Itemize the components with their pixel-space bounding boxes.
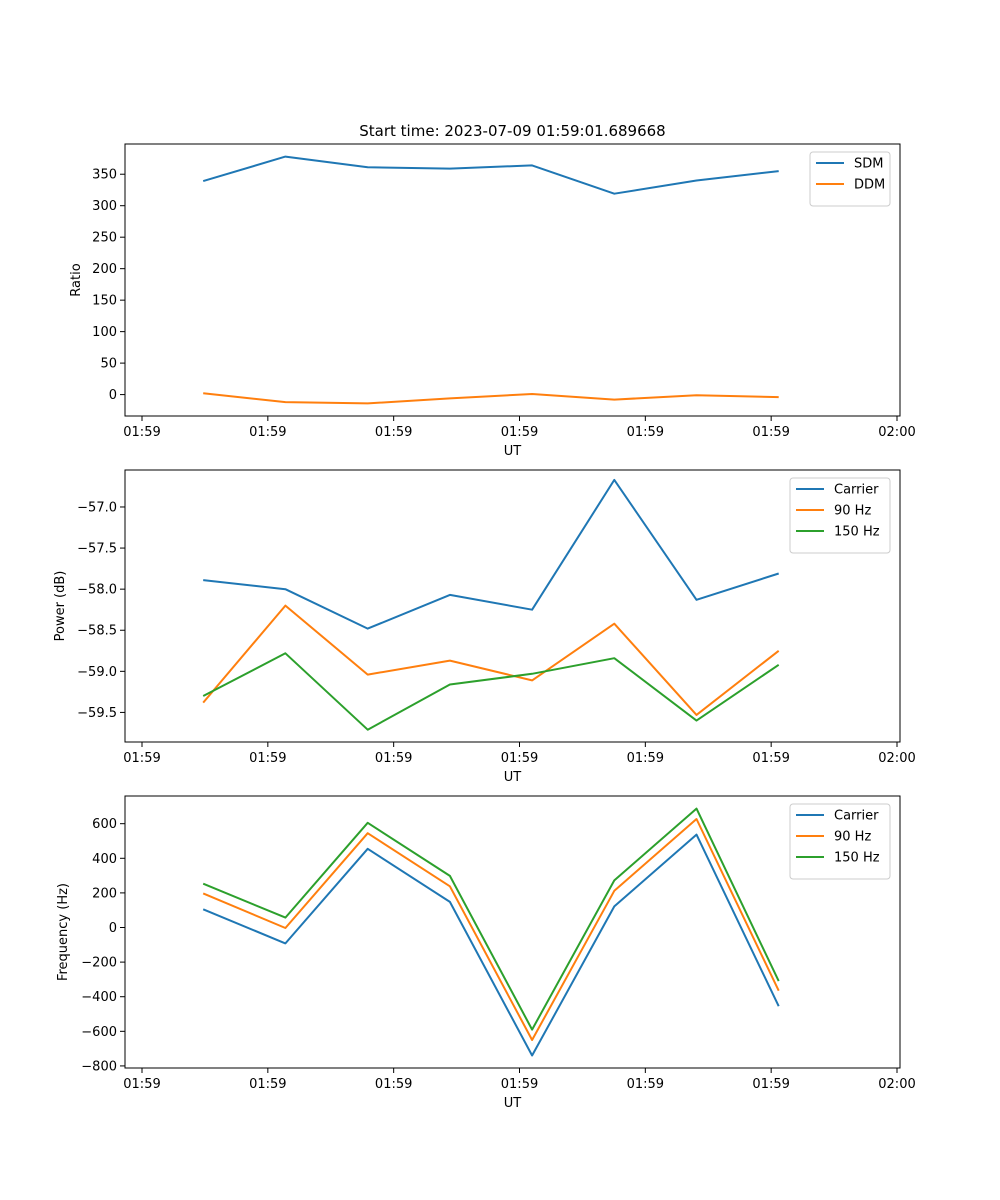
charts-container: 01:59 01:59 01:59 01:59 01:59 01:59 02:00 0 50 10… xyxy=(53,143,916,1111)
frequency-y-tick-label: 200 xyxy=(92,886,117,901)
ratio-legend-label-sdm: SDM xyxy=(854,157,883,172)
frequency-legend-label-150-hz: 150 Hz xyxy=(834,851,880,866)
frequency-x-tick-label: 01:59 xyxy=(375,1077,412,1092)
ratio-y-tick-label: 100 xyxy=(92,325,117,340)
ratio-y-tick-label: 50 xyxy=(100,357,117,372)
chart-frequency: 01:59 01:59 01:59 01:59 01:59 01:59 02:00 −800 −… xyxy=(56,795,916,1111)
figure-title: Start time: 2023-07-09 01:59:01.689668 xyxy=(359,122,665,140)
power-legend-box xyxy=(789,477,891,554)
frequency-y-tick-label: −800 xyxy=(81,1059,117,1074)
ratio-y-tick-label: 250 xyxy=(92,231,117,246)
ratio-y-axis-label: Ratio xyxy=(69,263,84,296)
power-y-tick-label: −59.0 xyxy=(77,665,117,680)
frequency-x-tick-label: 02:00 xyxy=(878,1077,915,1092)
power-legend-label-carrier: Carrier xyxy=(834,483,879,498)
power-series-90-hz-line xyxy=(202,604,780,716)
power-y-tick-label: −58.0 xyxy=(77,583,117,598)
power-y-tick-label: −57.5 xyxy=(77,542,117,557)
frequency-y-tick-label: 0 xyxy=(109,921,117,936)
ratio-axes-frame xyxy=(124,143,901,417)
power-axes-frame xyxy=(124,469,901,743)
ratio-x-tick-label: 01:59 xyxy=(752,425,789,440)
ratio-x-tick-label: 01:59 xyxy=(627,425,664,440)
power-legend-label-150-hz: 150 Hz xyxy=(834,525,880,540)
frequency-y-tick-label: −400 xyxy=(81,990,117,1005)
frequency-axes-frame xyxy=(124,795,901,1069)
ratio-series-ddm-line xyxy=(203,392,779,405)
power-y-axis-label: Power (dB) xyxy=(53,571,68,642)
chart-ratio: 01:59 01:59 01:59 01:59 01:59 01:59 02:00 0 50 10… xyxy=(69,143,916,459)
ratio-y-tick-label: 0 xyxy=(109,388,117,403)
power-y-tick-label: −58.5 xyxy=(77,624,117,639)
frequency-y-axis-label: Frequency (Hz) xyxy=(56,883,71,981)
ratio-x-tick-label: 01:59 xyxy=(123,425,160,440)
frequency-series-90-hz-line xyxy=(202,818,780,1041)
chart-power: 01:59 01:59 01:59 01:59 01:59 01:59 02:00 −59.5… xyxy=(53,469,916,785)
power-x-tick-label: 01:59 xyxy=(249,751,286,766)
frequency-legend-label-90-hz: 90 Hz xyxy=(834,830,871,845)
power-series-carrier-line xyxy=(203,478,780,630)
frequency-x-tick-label: 01:59 xyxy=(249,1077,286,1092)
power-x-tick-label: 01:59 xyxy=(752,751,789,766)
frequency-legend: Carrier 90 Hz 150 Hz xyxy=(789,803,891,880)
power-y-tick-label: −59.5 xyxy=(77,706,117,721)
ratio-legend-label-ddm: DDM xyxy=(854,178,885,193)
power-x-tick-label: 01:59 xyxy=(375,751,412,766)
ratio-series-sdm-line xyxy=(202,155,779,195)
ratio-x-axis-label: UT xyxy=(504,444,522,459)
frequency-y-tick-label: −600 xyxy=(81,1025,117,1040)
frequency-series-carrier-line xyxy=(202,833,780,1057)
frequency-series-150-hz-line xyxy=(202,807,780,1031)
frequency-y-tick-label: 600 xyxy=(92,817,117,832)
power-y-tick-label: −57.0 xyxy=(77,500,117,515)
frequency-y-tick-label: 400 xyxy=(92,852,117,867)
power-x-axis-label: UT xyxy=(504,770,522,785)
ratio-x-tick-label: 02:00 xyxy=(878,425,915,440)
ratio-x-tick-label: 01:59 xyxy=(249,425,286,440)
frequency-x-tick-label: 01:59 xyxy=(501,1077,538,1092)
frequency-x-tick-label: 01:59 xyxy=(627,1077,664,1092)
power-x-tick-label: 01:59 xyxy=(627,751,664,766)
power-legend-label-90-hz: 90 Hz xyxy=(834,504,871,519)
power-legend: Carrier 90 Hz 150 Hz xyxy=(789,477,891,554)
ratio-legend-box xyxy=(809,151,891,207)
ratio-y-tick-label: 150 xyxy=(92,294,117,309)
frequency-legend-box xyxy=(789,803,891,880)
ratio-legend: SDM DDM xyxy=(809,151,891,207)
ratio-x-tick-label: 01:59 xyxy=(375,425,412,440)
power-series-150-hz-line xyxy=(202,652,780,731)
frequency-x-tick-label: 01:59 xyxy=(752,1077,789,1092)
ratio-x-tick-label: 01:59 xyxy=(501,425,538,440)
ratio-y-tick-label: 350 xyxy=(92,168,117,183)
ratio-y-tick-label: 300 xyxy=(92,199,117,214)
power-x-tick-label: 01:59 xyxy=(123,751,160,766)
frequency-legend-label-carrier: Carrier xyxy=(834,809,879,824)
power-x-tick-label: 02:00 xyxy=(878,751,915,766)
power-x-tick-label: 01:59 xyxy=(501,751,538,766)
frequency-x-tick-label: 01:59 xyxy=(123,1077,160,1092)
ratio-y-tick-label: 200 xyxy=(92,262,117,277)
frequency-x-axis-label: UT xyxy=(504,1096,522,1111)
frequency-y-tick-label: −200 xyxy=(81,956,117,971)
